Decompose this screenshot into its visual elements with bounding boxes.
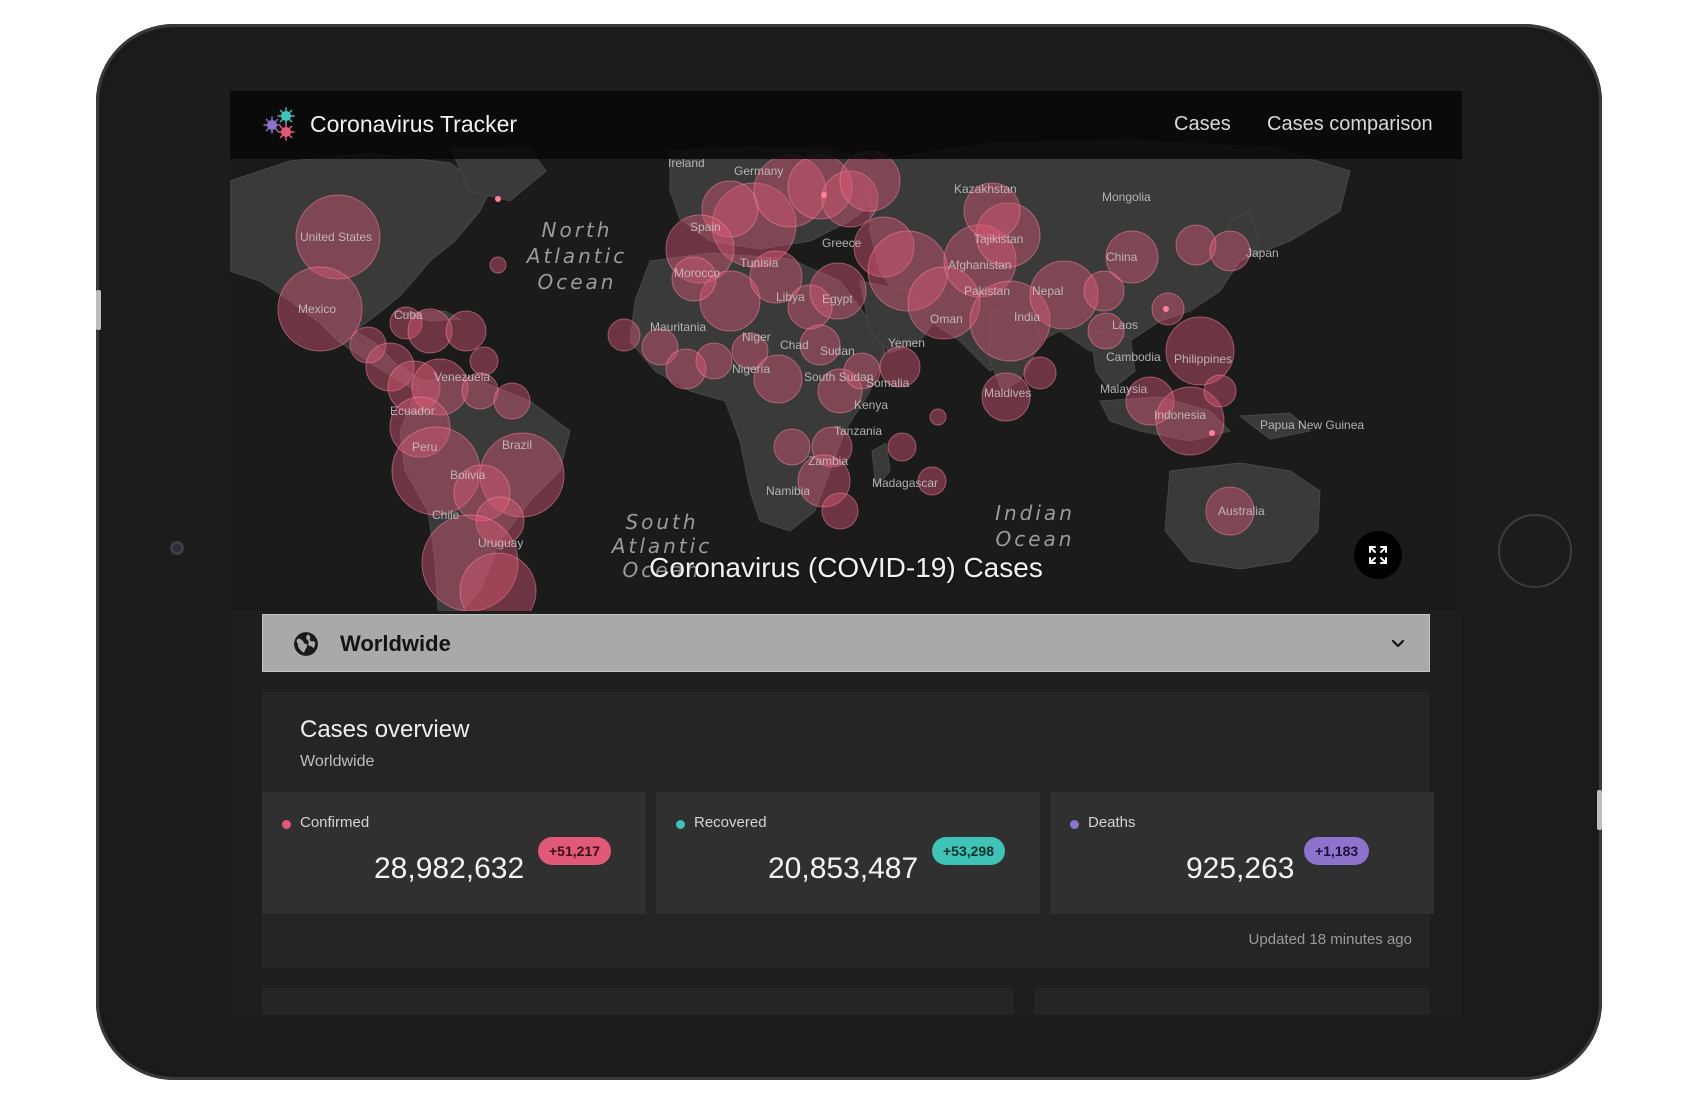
country-label: Afghanistan [948, 258, 1011, 272]
top-navbar: Coronavirus Tracker Cases Cases comparis… [230, 91, 1462, 159]
country-label: Kenya [854, 398, 888, 412]
country-label: Laos [1112, 318, 1138, 332]
country-label: Peru [412, 440, 437, 454]
map-title: Coronavirus (COVID-19) Cases [649, 552, 1043, 583]
breakdown-card [262, 988, 1014, 1015]
app-screen: North Atlantic Ocean South Atlantic Ocea… [230, 91, 1462, 1015]
volume-button [96, 290, 101, 330]
country-label: Chile [432, 508, 460, 522]
country-label: Libya [776, 290, 805, 304]
country-label: Japan [1246, 246, 1279, 260]
front-camera [170, 541, 184, 555]
country-label: Chad [780, 338, 809, 352]
country-label: Brazil [502, 438, 532, 452]
country-label: Ireland [668, 156, 705, 170]
delta-badge: +53,298 [932, 837, 1005, 865]
stat-value: 20,853,487 [768, 852, 919, 885]
stat-deaths: Deaths 925,263 +1,183 [1050, 792, 1434, 914]
country-label: Germany [734, 164, 783, 178]
country-label: Nigeria [732, 362, 770, 376]
side-button [1597, 790, 1602, 830]
app-title: Coronavirus Tracker [310, 111, 518, 137]
ocean-label: Ocean [623, 558, 702, 582]
country-label: Somalia [866, 376, 910, 390]
status-dot [282, 820, 291, 829]
home-button[interactable] [1498, 514, 1572, 588]
country-label: Sudan [820, 344, 855, 358]
country-label: Cambodia [1106, 350, 1161, 364]
cases-overview-card: Cases overview Worldwide Confirmed 28,98… [262, 692, 1434, 968]
ocean-label: Atlantic [525, 244, 627, 268]
country-label: Oman [930, 312, 963, 326]
nav-link-cases-comparison[interactable]: Cases comparison [1267, 113, 1433, 135]
country-label: Niger [742, 330, 771, 344]
ocean-label: Indian [995, 501, 1075, 525]
country-label: Tajikistan [974, 232, 1023, 246]
ocean-label: South [625, 510, 698, 534]
country-label: Mauritania [650, 320, 706, 334]
fullscreen-button[interactable] [1354, 531, 1402, 579]
overview-subtitle: Worldwide [300, 753, 375, 770]
country-label: Tanzania [834, 424, 882, 438]
country-label: United States [300, 230, 372, 244]
globe-icon [294, 632, 318, 656]
country-label: China [1106, 250, 1138, 264]
virus-cluster-icon [263, 107, 295, 141]
country-label: Madagascar [872, 476, 938, 490]
fullscreen-icon [1369, 546, 1387, 564]
country-label: Mexico [298, 302, 336, 316]
country-label: Malaysia [1100, 382, 1148, 396]
ocean-label: Ocean [538, 270, 617, 294]
country-label: Greece [822, 236, 862, 250]
stat-recovered: Recovered 20,853,487 +53,298 [656, 792, 1040, 914]
country-label: Mongolia [1102, 190, 1151, 204]
ocean-label: Ocean [996, 527, 1075, 551]
region-selected-label: Worldwide [340, 631, 451, 656]
stat-confirmed: Confirmed 28,982,632 +51,217 [262, 792, 646, 914]
country-label: Philippines [1174, 352, 1232, 366]
country-label: Morocco [674, 266, 720, 280]
ocean-label: North [542, 218, 613, 242]
country-label: Ecuador [390, 404, 435, 418]
status-dot [1070, 820, 1079, 829]
country-label: Spain [690, 220, 721, 234]
country-label: Namibia [766, 484, 810, 498]
ocean-label: Atlantic [610, 534, 712, 558]
country-label: Venezuela [434, 370, 490, 384]
distribution-card [1034, 988, 1430, 1015]
country-label: Yemen [888, 336, 925, 350]
map-canvas: North Atlantic Ocean South Atlantic Ocea… [230, 91, 1462, 611]
country-label: Bolivia [450, 468, 486, 482]
stat-value: 925,263 [1186, 852, 1295, 885]
country-label: Zambia [808, 454, 848, 468]
country-label: Egypt [822, 292, 853, 306]
status-dot [676, 820, 685, 829]
country-label: Maldives [984, 386, 1031, 400]
country-label: Kazakhstan [954, 182, 1017, 196]
country-label: Pakistan [964, 284, 1010, 298]
world-map[interactable]: North Atlantic Ocean South Atlantic Ocea… [230, 91, 1462, 611]
stat-label: Deaths [1088, 814, 1136, 831]
stat-value: 28,982,632 [374, 852, 525, 885]
overview-title: Cases overview [300, 716, 470, 743]
country-label: Tunisia [740, 256, 779, 270]
country-label: Cuba [394, 308, 423, 322]
country-label: Uruguay [478, 536, 523, 550]
last-updated: Updated 18 minutes ago [1248, 931, 1412, 948]
delta-badge: +1,183 [1304, 837, 1370, 865]
nav-link-cases[interactable]: Cases [1174, 113, 1231, 135]
country-label: Indonesia [1154, 408, 1206, 422]
chevron-down-icon [1391, 639, 1405, 648]
country-label: India [1014, 310, 1040, 324]
country-label: Nepal [1032, 284, 1063, 298]
country-label: South Sudan [804, 370, 873, 384]
stat-label: Confirmed [300, 814, 370, 831]
region-dropdown[interactable]: Worldwide [262, 614, 1430, 672]
country-label: Australia [1218, 504, 1265, 518]
delta-badge: +51,217 [538, 837, 611, 865]
stat-label: Recovered [694, 814, 767, 831]
country-label: Papua New Guinea [1260, 418, 1364, 432]
